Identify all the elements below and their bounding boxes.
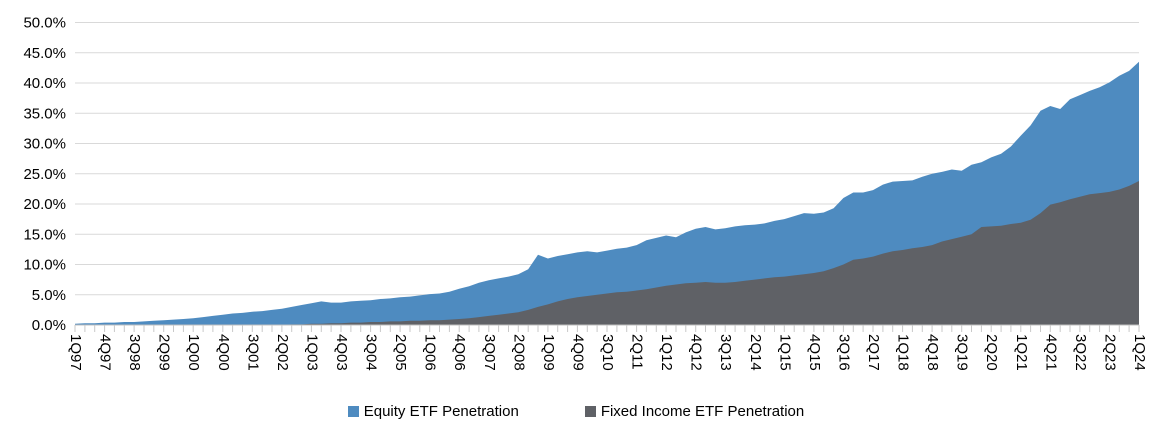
svg-text:3Q16: 3Q16	[835, 334, 852, 371]
svg-text:45.0%: 45.0%	[23, 45, 66, 62]
svg-text:5.0%: 5.0%	[32, 287, 66, 304]
svg-text:30.0%: 30.0%	[23, 136, 66, 153]
legend-item-equity: Equity ETF Penetration	[347, 403, 519, 420]
svg-text:1Q97: 1Q97	[67, 334, 84, 371]
svg-text:4Q12: 4Q12	[688, 334, 705, 371]
svg-text:1Q06: 1Q06	[422, 334, 439, 371]
svg-text:3Q10: 3Q10	[599, 334, 616, 371]
legend-label-fixed-income: Fixed Income ETF Penetration	[600, 403, 805, 420]
x-axis-labels: 1Q97 4Q97 3Q98 2Q99 1Q00 4Q00 3Q01 2Q02 1Q03 4Q03…	[67, 334, 1148, 371]
svg-text:3Q98: 3Q98	[126, 334, 143, 371]
svg-text:2Q08: 2Q08	[510, 334, 527, 371]
svg-text:1Q18: 1Q18	[895, 334, 912, 371]
legend-item-fixed-income: Fixed Income ETF Penetration	[584, 403, 805, 420]
svg-text:20.0%: 20.0%	[23, 196, 66, 213]
gridlines	[75, 22, 1139, 296]
svg-text:3Q07: 3Q07	[481, 334, 498, 371]
svg-text:35.0%: 35.0%	[23, 105, 66, 122]
svg-text:3Q13: 3Q13	[717, 334, 734, 371]
svg-text:4Q15: 4Q15	[806, 334, 823, 371]
svg-text:1Q03: 1Q03	[303, 334, 320, 371]
svg-text:2Q02: 2Q02	[274, 334, 291, 371]
svg-text:2Q11: 2Q11	[629, 334, 646, 370]
svg-text:1Q24: 1Q24	[1131, 334, 1148, 371]
svg-text:2Q20: 2Q20	[983, 334, 1000, 371]
svg-text:50.0%: 50.0%	[23, 15, 66, 32]
svg-text:40.0%: 40.0%	[23, 75, 66, 92]
svg-text:1Q09: 1Q09	[540, 334, 557, 371]
x-axis-line-and-ticks	[74, 324, 1140, 332]
y-axis-labels: 0.0% 5.0% 10.0% 15.0% 20.0% 25.0% 30.0% 35.0% 40…	[23, 15, 66, 335]
svg-text:4Q06: 4Q06	[451, 334, 468, 371]
svg-text:15.0%: 15.0%	[23, 226, 66, 243]
svg-text:2Q23: 2Q23	[1101, 334, 1118, 371]
svg-text:1Q21: 1Q21	[1013, 334, 1030, 371]
svg-text:3Q01: 3Q01	[244, 334, 261, 371]
svg-text:25.0%: 25.0%	[23, 166, 66, 183]
svg-text:4Q03: 4Q03	[333, 334, 350, 371]
svg-text:2Q05: 2Q05	[392, 334, 409, 371]
svg-text:2Q17: 2Q17	[865, 334, 882, 371]
svg-text:4Q09: 4Q09	[569, 334, 586, 371]
fixed-income-swatch-icon	[584, 406, 596, 417]
svg-text:3Q04: 3Q04	[363, 334, 380, 371]
legend-label-equity: Equity ETF Penetration	[363, 403, 519, 420]
svg-text:2Q14: 2Q14	[747, 334, 764, 371]
svg-text:4Q18: 4Q18	[924, 334, 941, 371]
equity-swatch-icon	[347, 406, 359, 417]
svg-text:4Q97: 4Q97	[97, 334, 114, 371]
svg-text:3Q22: 3Q22	[1072, 334, 1089, 371]
svg-text:0.0%: 0.0%	[32, 317, 66, 334]
legend: Equity ETF Penetration Fixed Income ETF …	[0, 403, 1152, 420]
svg-text:1Q00: 1Q00	[185, 334, 202, 371]
svg-text:2Q99: 2Q99	[156, 334, 173, 371]
svg-text:4Q00: 4Q00	[215, 334, 232, 371]
svg-text:4Q21: 4Q21	[1042, 334, 1059, 371]
svg-text:3Q19: 3Q19	[954, 334, 971, 371]
svg-text:1Q12: 1Q12	[658, 334, 675, 371]
svg-text:10.0%: 10.0%	[23, 257, 66, 274]
svg-text:1Q15: 1Q15	[776, 334, 793, 371]
fixed-income-area	[75, 181, 1139, 325]
